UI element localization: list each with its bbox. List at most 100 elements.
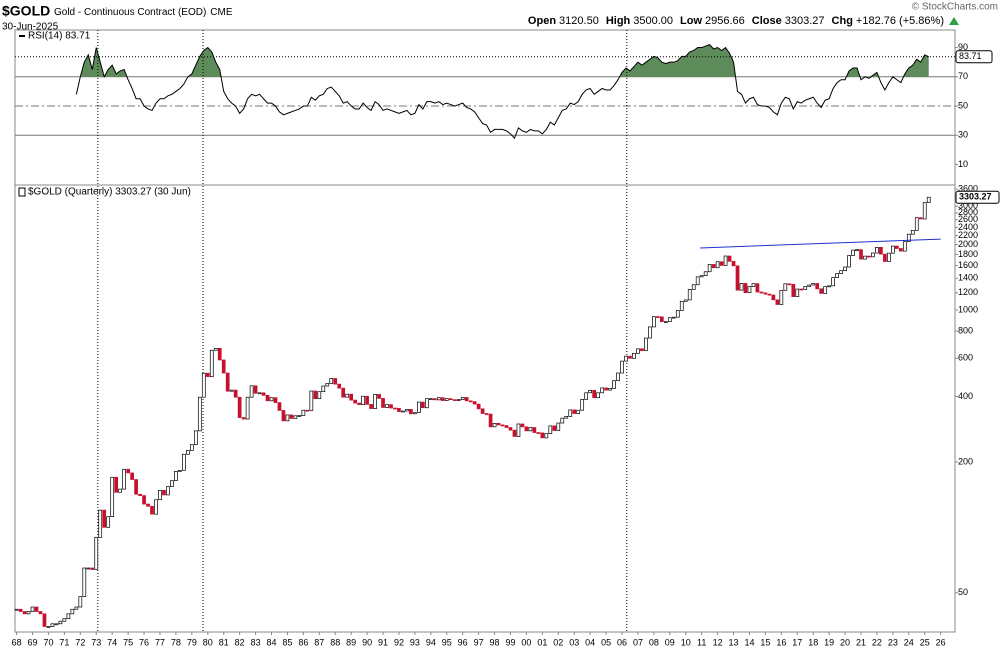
x-tick-label: 05	[601, 637, 611, 647]
x-tick-label: 69	[28, 637, 38, 647]
candle	[98, 509, 103, 538]
x-tick-label: 72	[75, 637, 85, 647]
price-title: $GOLD (Quarterly) 3303.27 (30 Jun)	[28, 187, 191, 198]
x-tick-label: 77	[155, 637, 165, 647]
candle	[492, 422, 497, 428]
candle	[401, 410, 405, 413]
candle	[755, 283, 760, 293]
candle	[799, 288, 804, 291]
quote-label: Open	[528, 15, 556, 27]
candle	[863, 255, 867, 260]
candle	[508, 427, 513, 431]
candle	[759, 291, 764, 294]
x-tick-label: 07	[633, 637, 643, 647]
candle	[703, 271, 708, 277]
candle	[588, 389, 593, 394]
candle	[58, 620, 63, 625]
x-tick-label: 00	[521, 637, 531, 647]
candle	[329, 378, 334, 384]
candle	[345, 393, 350, 398]
candle	[699, 275, 704, 278]
candle	[695, 276, 700, 286]
candle	[78, 596, 83, 608]
x-tick-label: 70	[43, 637, 53, 647]
symbol: $GOLD	[2, 3, 50, 19]
candle	[902, 241, 907, 252]
candle	[221, 359, 226, 374]
candle	[480, 408, 485, 414]
candle	[146, 503, 150, 507]
x-tick-label: 18	[808, 637, 818, 647]
candle	[289, 414, 294, 419]
x-tick-label: 02	[553, 637, 563, 647]
candle	[468, 400, 473, 403]
y-tick-label: 600	[958, 353, 973, 363]
y-tick-label: 200	[958, 456, 973, 466]
y-tick-label: 1800	[958, 249, 978, 259]
quote-label: Chg	[832, 15, 853, 27]
y-tick-label: 2000	[958, 239, 978, 249]
y-tick-label: 1600	[958, 260, 978, 270]
candle	[178, 469, 182, 472]
x-tick-label: 04	[585, 637, 595, 647]
candle	[317, 391, 322, 399]
candle	[233, 389, 238, 398]
candle	[663, 321, 668, 324]
candle	[241, 417, 246, 420]
candle	[652, 316, 656, 328]
y-tick-label: 70	[958, 71, 968, 81]
candle	[496, 422, 501, 426]
candle	[819, 288, 824, 294]
quote: Open 3120.50 High 3500.00 Low 2956.66 Close 330…	[528, 15, 944, 27]
candle	[751, 283, 756, 287]
x-tick-label: 96	[458, 637, 468, 647]
candle	[428, 398, 433, 400]
candle	[926, 196, 931, 203]
candle	[42, 613, 47, 627]
y-tick-label: 2200	[958, 230, 978, 240]
candle	[138, 493, 142, 496]
candle	[154, 499, 158, 515]
candle	[281, 410, 286, 422]
candle	[528, 427, 533, 432]
y-tick-label: 10	[958, 159, 968, 169]
candle	[472, 401, 477, 405]
candle	[707, 264, 712, 273]
x-tick-label: 73	[91, 637, 101, 647]
x-tick-label: 06	[617, 637, 627, 647]
candle	[261, 392, 266, 396]
candle	[46, 626, 51, 628]
y-tick-label: 1200	[958, 287, 978, 297]
candle	[500, 424, 505, 427]
candle	[245, 396, 250, 420]
candle	[898, 248, 903, 252]
x-tick-label: 25	[920, 637, 930, 647]
candle	[656, 316, 660, 318]
candle	[679, 301, 684, 311]
quote-value: +182.76 (+5.86%)	[856, 15, 944, 27]
candle	[807, 284, 812, 287]
candle	[74, 606, 79, 610]
candle	[170, 480, 174, 487]
candle	[922, 202, 927, 220]
candle	[353, 399, 358, 404]
x-tick-label: 89	[346, 637, 356, 647]
candle	[827, 285, 831, 288]
quote-value: 3303.27	[785, 15, 825, 27]
x-tick-label: 76	[139, 637, 149, 647]
y-tick-label: 800	[958, 325, 973, 335]
candle	[448, 398, 453, 400]
candle	[787, 283, 792, 286]
candle	[217, 348, 222, 361]
candle	[90, 567, 95, 570]
candle	[855, 249, 859, 252]
value-box	[955, 190, 1000, 204]
x-tick-label: 19	[824, 637, 834, 647]
x-tick-label: 10	[681, 637, 691, 647]
candle	[711, 264, 716, 269]
candle	[600, 387, 604, 394]
candle	[225, 372, 230, 392]
x-tick-label: 09	[665, 637, 675, 647]
candle	[815, 283, 820, 290]
candle	[102, 509, 107, 528]
